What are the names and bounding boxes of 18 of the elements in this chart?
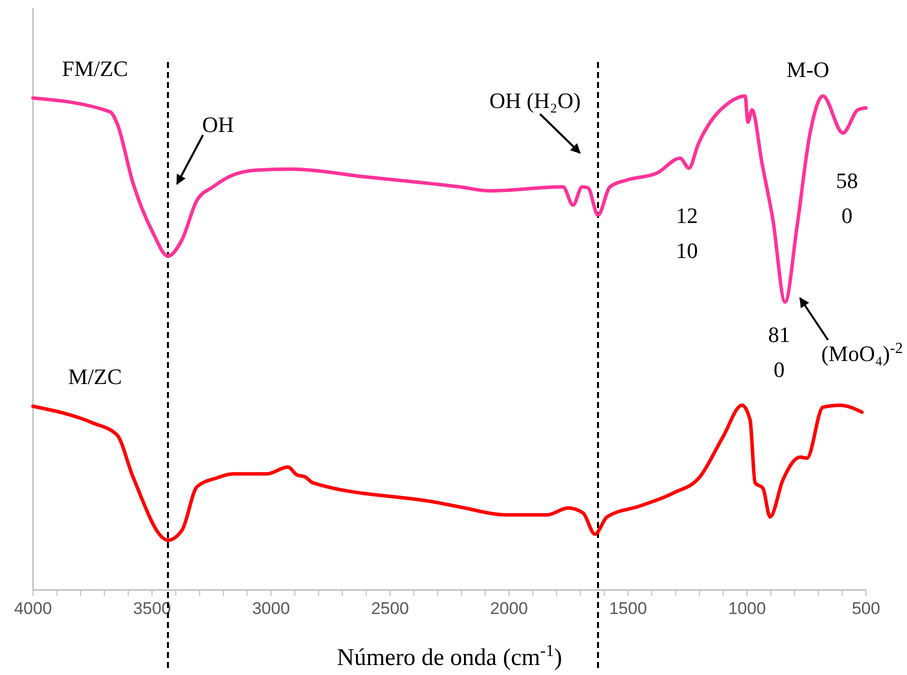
- annotation: 12 10: [676, 203, 698, 264]
- x-tick-label: 4000: [14, 599, 52, 618]
- annotation: OH (H₂O): [489, 88, 581, 113]
- x-axis-title: Número de onda (cm$^{-1}$): [336, 640, 562, 671]
- x-tick-label: 500: [852, 599, 880, 618]
- annotation: 58 0: [836, 168, 858, 228]
- x-tick-label: 2000: [490, 599, 528, 618]
- annotation: OH: [202, 112, 234, 137]
- x-tick-label: 1000: [728, 599, 766, 618]
- x-tick-label: 1500: [609, 599, 647, 618]
- x-tick-label: 3000: [252, 599, 290, 618]
- annotation: (MoO₄)$^{-2}$: [821, 340, 903, 366]
- annotation: M-O: [786, 56, 830, 82]
- series-label: M/ZC: [68, 364, 122, 390]
- x-tick-label: 2500: [371, 599, 409, 618]
- x-tick-label: 3500: [133, 599, 171, 618]
- annotation: 81 0: [768, 322, 790, 382]
- series-label: FM/ZC: [62, 56, 128, 81]
